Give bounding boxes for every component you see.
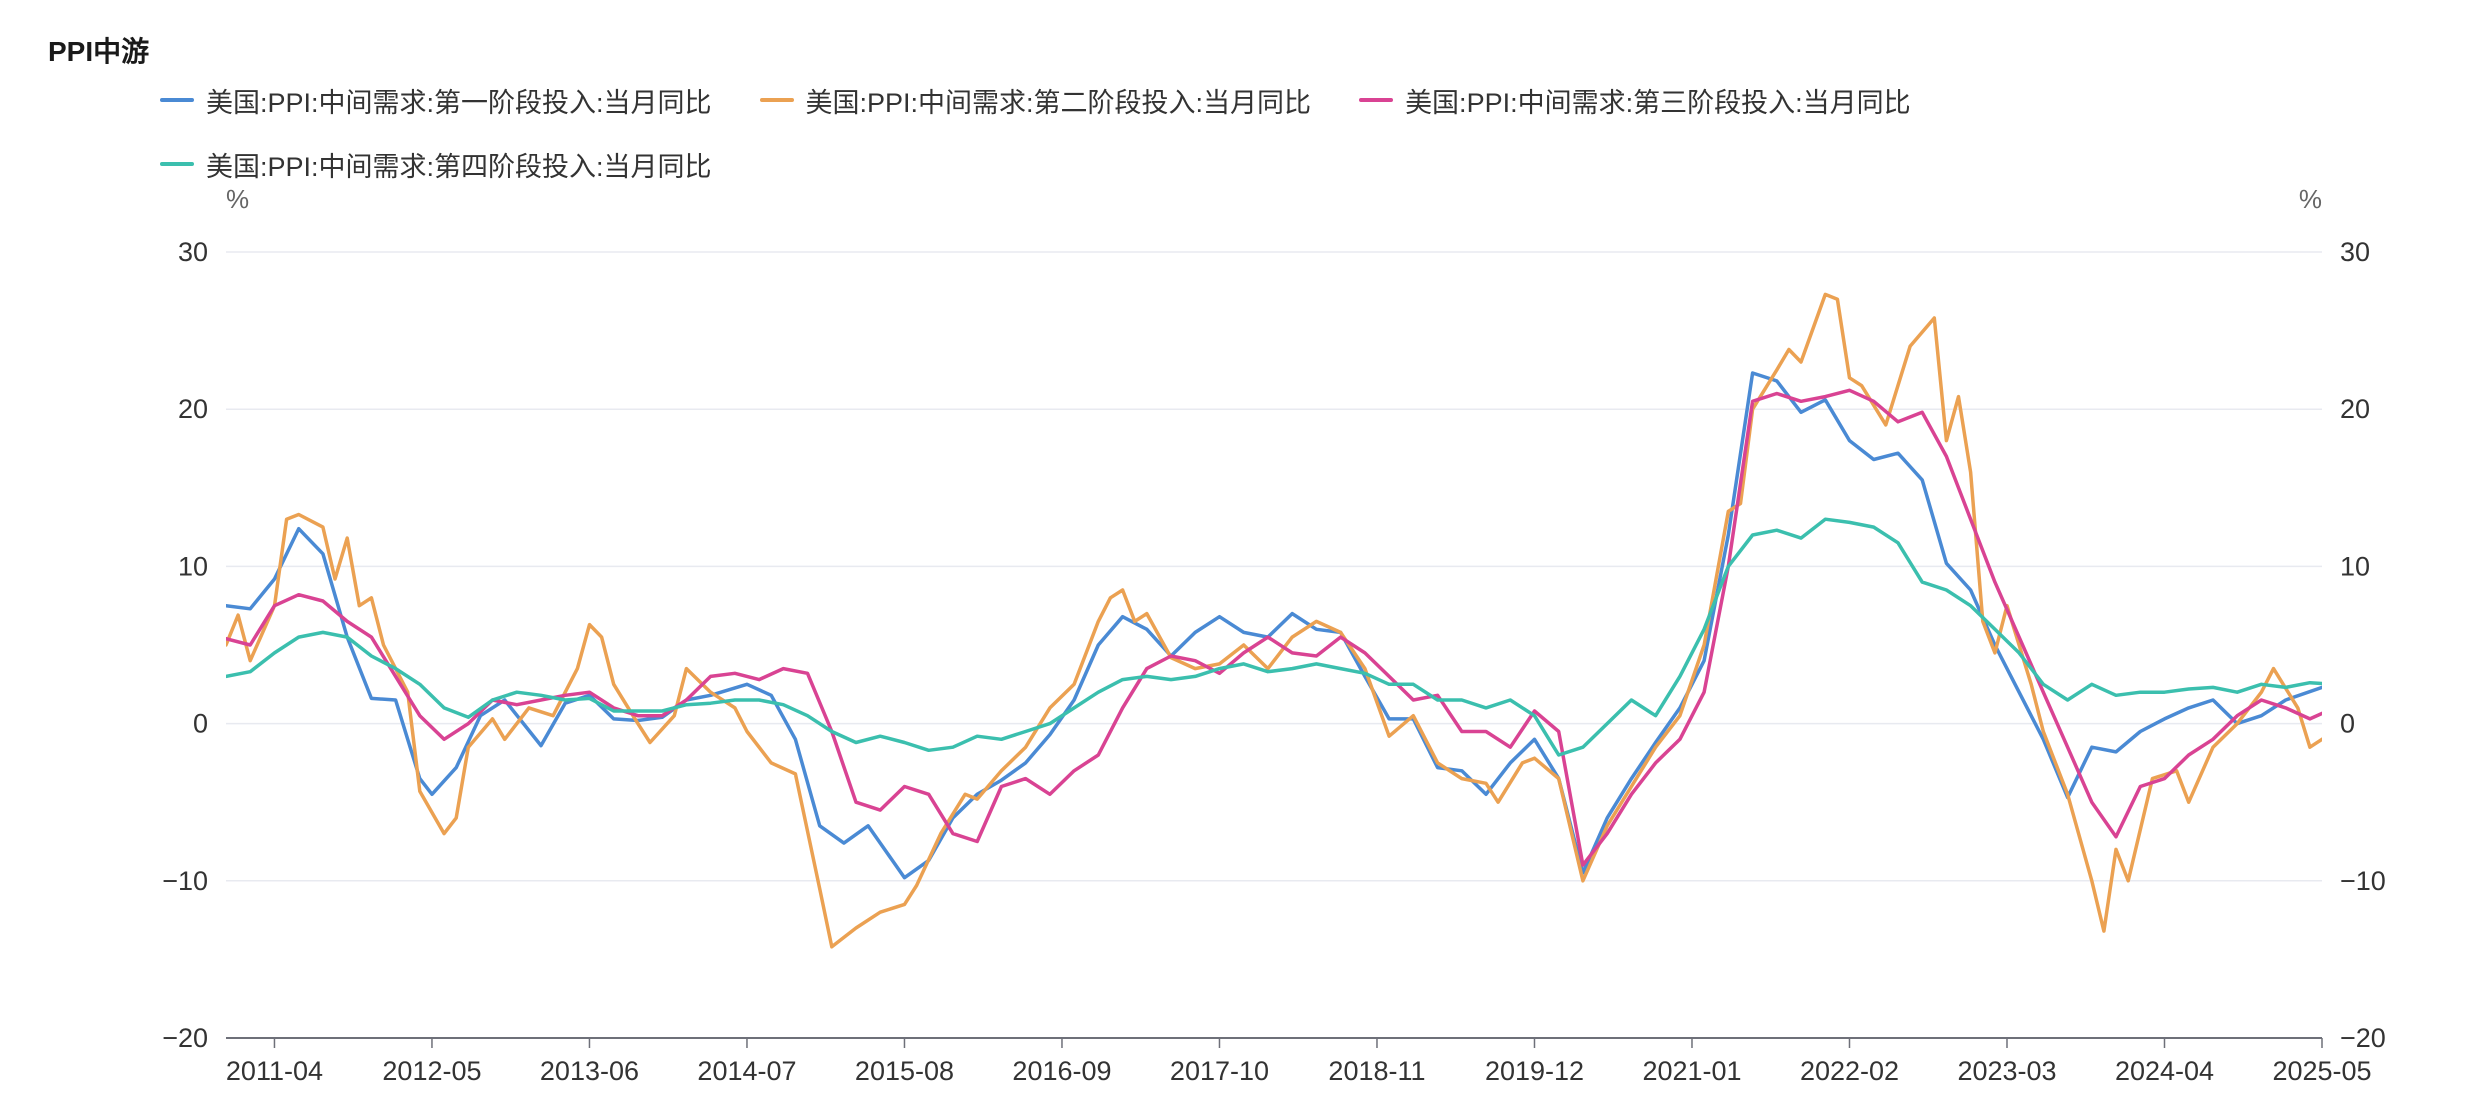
y-tick-label-left: −10 <box>162 866 208 896</box>
x-tick-label: 2018-11 <box>1328 1056 1425 1086</box>
y-tick-label-left: 20 <box>178 394 208 424</box>
x-tick-label: 2017-10 <box>1170 1056 1269 1086</box>
x-tick-label: 2013-06 <box>540 1056 639 1086</box>
y-axis-left: 30 20 10 0 −10 −20 <box>162 237 208 1053</box>
legend-swatch <box>160 162 194 166</box>
y-tick-label-right: 30 <box>2340 237 2370 267</box>
x-tick-label: 2016-09 <box>1012 1056 1111 1086</box>
series-lines <box>226 292 2431 949</box>
legend-label: 美国:PPI:中间需求:第三阶段投入:当月同比 <box>1405 87 1911 118</box>
x-tick-label: 2025-05 <box>2272 1056 2371 1086</box>
y-tick-label-left: 0 <box>193 709 208 739</box>
legend-swatch <box>160 98 194 102</box>
legend-label: 美国:PPI:中间需求:第二阶段投入:当月同比 <box>805 87 1312 118</box>
x-tick-label: 2022-02 <box>1800 1056 1899 1086</box>
y-tick-label-left: 10 <box>178 551 208 581</box>
legend-item-2[interactable]: 美国:PPI:中间需求:第二阶段投入:当月同比 <box>759 82 1312 118</box>
y-tick-label-right: 20 <box>2340 394 2370 424</box>
y-tick-label-right: 10 <box>2340 551 2370 581</box>
x-tick-label: 2023-03 <box>1957 1056 2056 1086</box>
x-tick-label: 2012-05 <box>382 1056 481 1086</box>
legend-label: 美国:PPI:中间需求:第一阶段投入:当月同比 <box>206 87 712 118</box>
legend-item-4[interactable]: 美国:PPI:中间需求:第四阶段投入:当月同比 <box>160 146 712 182</box>
series-line-1[interactable] <box>226 371 2322 880</box>
series-line-3[interactable] <box>226 388 2431 867</box>
legend-swatch <box>759 98 794 102</box>
y-unit-left: % <box>226 184 249 214</box>
grid-lines <box>226 251 2322 1039</box>
x-tick-label: 2014-07 <box>697 1056 796 1086</box>
legend-label: 美国:PPI:中间需求:第四阶段投入:当月同比 <box>206 151 712 182</box>
chart-title: PPI中游 <box>48 36 150 67</box>
legend-item-3[interactable]: 美国:PPI:中间需求:第三阶段投入:当月同比 <box>1359 82 1911 118</box>
series-line-4[interactable] <box>226 517 2431 757</box>
y-axis-right: 30 20 10 0 −10 −20 <box>2340 237 2386 1053</box>
y-tick-label-left: 30 <box>178 237 208 267</box>
legend-swatch <box>1359 98 1394 102</box>
x-tick-label: 2024-04 <box>2115 1056 2214 1086</box>
y-tick-label-right: 0 <box>2340 709 2355 739</box>
x-tick-label: 2011-04 <box>226 1056 323 1086</box>
y-unit-right: % <box>2299 184 2322 214</box>
x-tick-label: 2019-12 <box>1485 1056 1584 1086</box>
x-tick-label: 2021-01 <box>1642 1056 1741 1086</box>
x-axis: 2011-04 2012-05 2013-06 2014-07 2015-08 2016-… <box>226 1038 2372 1086</box>
series-line-2[interactable] <box>226 292 2431 949</box>
y-tick-label-right: −20 <box>2340 1023 2386 1053</box>
x-tick-label: 2015-08 <box>855 1056 954 1086</box>
legend: 美国:PPI:中间需求:第一阶段投入:当月同比 美国:PPI:中间需求:第二阶段投… <box>160 82 2360 182</box>
y-tick-label-left: −20 <box>162 1023 208 1053</box>
legend-item-1[interactable]: 美国:PPI:中间需求:第一阶段投入:当月同比 <box>160 82 712 118</box>
y-tick-label-right: −10 <box>2340 866 2386 896</box>
